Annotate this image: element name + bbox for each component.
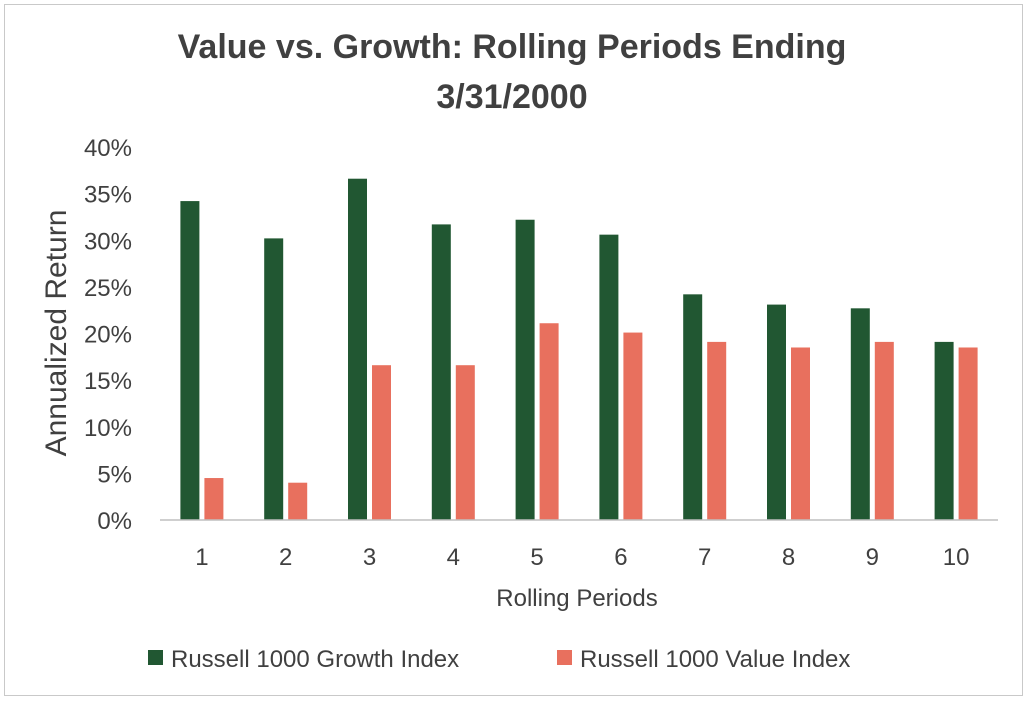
x-axis-ticks: 1 2 3 4 5 6 7 8 9 10: [195, 544, 969, 571]
y-tick-label: 30%: [84, 228, 132, 255]
x-tick-label: 1: [195, 544, 208, 571]
bar-growth-period-10: [934, 341, 954, 520]
x-tick-label: 3: [363, 544, 376, 571]
bar-growth-period-4: [431, 224, 451, 520]
x-axis-title: Rolling Periods: [496, 585, 657, 612]
y-tick-label: 35%: [84, 182, 132, 209]
y-tick-label: 40%: [84, 135, 132, 162]
bar-growth-period-8: [767, 304, 786, 520]
y-axis-title: Annualized Return: [40, 210, 73, 457]
bar-growth-period-9: [850, 308, 870, 520]
bar-value-period-2: [288, 482, 308, 520]
x-tick-label: 9: [866, 544, 879, 571]
bar-growth-period-2: [264, 238, 284, 520]
y-tick-label: 0%: [97, 508, 132, 535]
bar-growth-period-7: [683, 294, 703, 520]
legend: Russell 1000 Growth Index Russell 1000 Va…: [148, 646, 850, 673]
bar-growth-period-3: [348, 178, 367, 520]
bar-value-period-3: [372, 365, 391, 520]
bar-value-period-6: [623, 332, 643, 520]
chart-title-line-2: 3/31/2000: [436, 78, 587, 116]
x-tick-label: 10: [943, 544, 970, 571]
legend-label-growth: Russell 1000 Growth Index: [171, 646, 459, 673]
y-tick-label: 20%: [84, 322, 132, 349]
y-tick-label: 10%: [84, 415, 132, 442]
bar-value-period-9: [874, 341, 894, 520]
bar-value-period-4: [455, 365, 475, 520]
y-tick-label: 5%: [97, 461, 132, 488]
bar-value-period-1: [204, 478, 224, 520]
bar-value-period-8: [791, 347, 810, 520]
legend-swatch-value: [557, 650, 572, 665]
x-tick-label: 6: [614, 544, 627, 571]
bar-growth-period-5: [515, 219, 535, 521]
y-tick-label: 25%: [84, 275, 132, 302]
x-tick-label: 7: [698, 544, 711, 571]
bars-group: [180, 178, 978, 521]
chart-title-line-1: Value vs. Growth: Rolling Periods Ending: [178, 28, 847, 66]
legend-swatch-growth: [148, 650, 163, 665]
x-tick-label: 5: [530, 544, 543, 571]
bar-growth-period-1: [180, 201, 200, 520]
x-tick-label: 8: [782, 544, 795, 571]
bar-value-period-5: [539, 323, 559, 520]
y-axis-ticks: 0% 5% 10% 15% 20% 25% 30% 35% 40%: [84, 135, 132, 535]
x-tick-label: 4: [447, 544, 460, 571]
y-tick-label: 15%: [84, 368, 132, 395]
bar-value-period-7: [707, 341, 727, 520]
bar-growth-period-6: [599, 234, 619, 520]
x-tick-label: 2: [279, 544, 292, 571]
bar-value-period-10: [958, 347, 978, 520]
legend-label-value: Russell 1000 Value Index: [580, 646, 850, 673]
